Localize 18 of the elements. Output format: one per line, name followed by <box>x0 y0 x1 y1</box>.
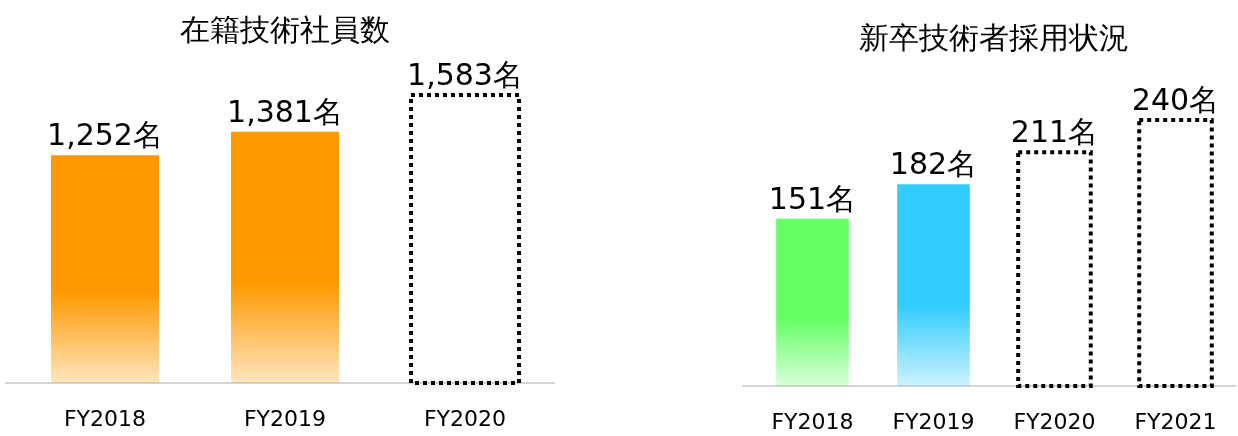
data-label: 151名 <box>768 180 857 216</box>
x-tick-label: FY2020 <box>423 406 507 431</box>
data-label: 182名 <box>889 146 978 182</box>
data-label: 240名 <box>1131 82 1220 117</box>
bar <box>897 184 970 386</box>
x-tick-label: FY2019 <box>892 409 975 434</box>
chart-title: 新卒技術者採用状況 <box>859 20 1129 55</box>
x-tick-label: FY2018 <box>771 409 854 434</box>
chart-title: 在籍技術社員数 <box>180 12 390 47</box>
x-tick-label: FY2019 <box>243 406 327 431</box>
x-tick-label: FY2018 <box>63 406 147 431</box>
data-label: 1,381名 <box>227 93 343 129</box>
bar <box>776 218 849 386</box>
data-label: 1,583名 <box>407 57 523 92</box>
x-tick-label: FY2020 <box>1013 409 1096 434</box>
x-tick-label: FY2021 <box>1134 409 1217 434</box>
data-label: 211名 <box>1010 114 1099 150</box>
data-label: 1,252名 <box>47 117 163 153</box>
